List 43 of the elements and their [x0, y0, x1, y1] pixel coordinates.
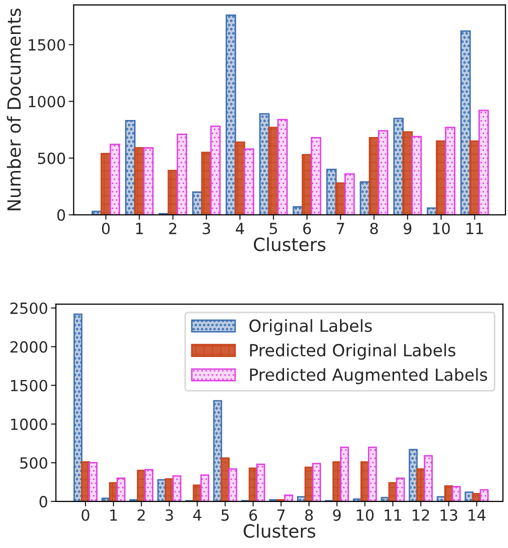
x-tick-label: 1 [136, 222, 143, 234]
x-tick-label: 2 [138, 509, 145, 521]
x-tick-label: 11 [384, 510, 402, 521]
x-tick-label: 0 [102, 222, 110, 234]
x-tick-label: 12 [412, 509, 429, 521]
y-tick-label: 2000 [10, 341, 48, 353]
y-tick-label: 500 [20, 457, 48, 469]
x-tick-label: 9 [333, 509, 341, 521]
x-tick-label: 4 [193, 510, 202, 521]
x-tick-label: 7 [336, 222, 344, 234]
x-tick-label: 6 [303, 222, 311, 234]
x-tick-label: 4 [236, 222, 244, 234]
x-tick-label: 7 [277, 510, 285, 521]
y-tick-label: 1500 [28, 39, 66, 51]
x-tick-label: 2 [169, 222, 176, 234]
y-tick-label: 0 [57, 209, 66, 221]
y-axis-title: Number of Documents [6, 8, 21, 210]
x-tick-label: 5 [270, 222, 277, 234]
y-tick-label: 1500 [11, 380, 48, 392]
y-tick-label: 1000 [11, 418, 48, 430]
x-tick-label: 10 [433, 222, 450, 234]
x-tick-label: 9 [404, 222, 412, 234]
x-tick-label: 6 [249, 509, 258, 521]
x-axis-title: Clusters [244, 524, 316, 538]
x-tick-label: 3 [166, 509, 173, 521]
legend-label: Predicted Original Labels [250, 344, 456, 360]
x-tick-label: 3 [202, 222, 210, 234]
legend-label: Original Labels [249, 319, 372, 336]
x-axis-title: Clusters [254, 237, 326, 252]
x-tick-label: 14 [468, 510, 486, 521]
x-tick-label: 5 [222, 510, 229, 521]
x-tick-label: 8 [305, 509, 313, 521]
y-tick-label: 500 [38, 152, 66, 164]
x-tick-label: 11 [466, 222, 483, 234]
y-tick-label: 1000 [28, 96, 66, 108]
y-tick-label: 2500 [10, 302, 48, 314]
x-tick-label: 0 [82, 509, 90, 521]
x-tick-label: 10 [356, 509, 374, 521]
legend-label: Predicted Augmented Labels [250, 368, 488, 384]
x-tick-label: 1 [110, 510, 117, 521]
x-tick-label: 13 [440, 509, 458, 521]
y-tick-label: 0 [40, 496, 48, 508]
x-tick-label: 8 [370, 222, 378, 234]
